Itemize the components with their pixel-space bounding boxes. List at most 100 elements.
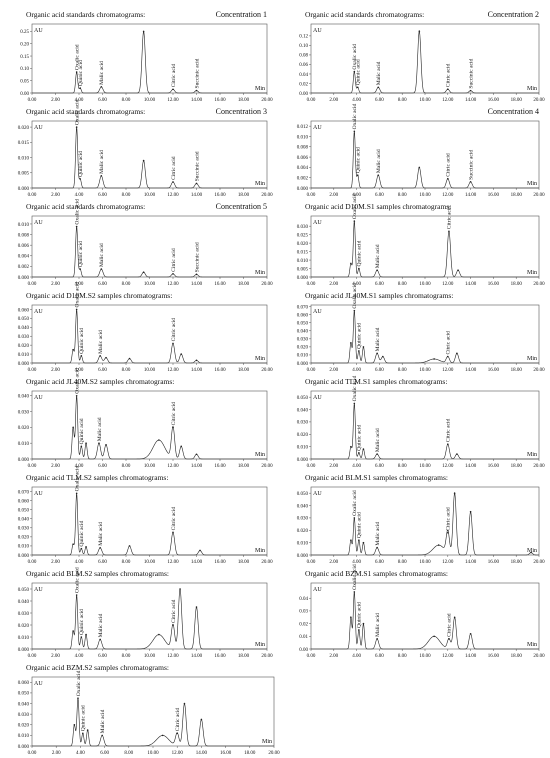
peak-label: Malic acid bbox=[99, 243, 105, 267]
x-tick-label: 6.00 bbox=[375, 193, 384, 198]
x-tick-label: 2.00 bbox=[329, 98, 338, 103]
peak-marker bbox=[172, 273, 174, 275]
x-axis-label: Min bbox=[255, 548, 265, 554]
y-tick-label: 0.015 bbox=[297, 250, 309, 255]
peak-marker bbox=[418, 166, 421, 169]
peak-marker bbox=[350, 262, 352, 265]
y-tick-label: 0.050 bbox=[297, 322, 309, 327]
y-tick-label: 0.020 bbox=[18, 344, 30, 349]
chart-title: Organic acid JL40M.S1 samples chromatogr… bbox=[305, 291, 453, 300]
x-axis-label: Min bbox=[527, 452, 537, 458]
x-axis-label: Min bbox=[527, 642, 537, 648]
x-tick-label: 12.00 bbox=[442, 464, 454, 469]
x-tick-label: 14.00 bbox=[191, 560, 203, 565]
x-tick-label: 16.00 bbox=[488, 464, 500, 469]
y-tick-label: 0.010 bbox=[297, 259, 309, 264]
peak-label: Citric acid bbox=[171, 64, 177, 88]
peak-label: Succinic acid bbox=[468, 58, 474, 88]
plot-frame bbox=[31, 486, 268, 556]
chart-title: Organic acid BLM.S1 samples chromatogram… bbox=[305, 473, 448, 482]
peak-marker bbox=[75, 492, 78, 495]
x-tick-label: 0.00 bbox=[307, 282, 316, 287]
x-tick-label: 12.00 bbox=[442, 560, 454, 565]
x-tick-label: 8.00 bbox=[398, 368, 407, 373]
y-tick-label: 0.012 bbox=[297, 125, 309, 130]
x-tick-label: 18.00 bbox=[238, 193, 250, 198]
y-tick-label: 0.030 bbox=[18, 410, 30, 415]
peak-marker bbox=[100, 86, 103, 88]
peak-marker bbox=[469, 632, 472, 635]
chromatogram-svg: Organic acid standards chromatograms: Con… bbox=[18, 199, 273, 287]
peak-label: Oxalic acid bbox=[74, 282, 80, 308]
chromatogram-panel-6: Organic acid D10M.S1 samples chromatogra… bbox=[287, 193, 545, 288]
peak-marker bbox=[358, 267, 360, 270]
chromatogram-svg: Organic acid D10M.S2 samples chromatogra… bbox=[18, 282, 273, 373]
peak-label: Malic acid bbox=[375, 428, 381, 452]
peak-marker bbox=[447, 355, 449, 358]
peak-label: Quinic acid bbox=[81, 705, 87, 731]
x-tick-label: 6.00 bbox=[98, 98, 107, 103]
x-tick-label: 0.00 bbox=[307, 98, 316, 103]
peak-marker bbox=[453, 616, 456, 619]
y-tick-label: 0.050 bbox=[297, 396, 309, 401]
x-tick-label: 0.00 bbox=[28, 560, 37, 565]
y-tick-label: 0.060 bbox=[18, 308, 30, 313]
chromatogram-trace bbox=[311, 131, 539, 189]
chart-title: Organic acid standards chromatograms: bbox=[26, 202, 145, 211]
x-tick-label: 4.00 bbox=[75, 193, 84, 198]
plot-frame bbox=[31, 120, 268, 189]
x-tick-label: 10.00 bbox=[144, 654, 156, 659]
x-tick-label: 8.00 bbox=[122, 654, 131, 659]
peak-label: Succinic acid bbox=[194, 151, 200, 181]
y-tick-label: 0.000 bbox=[18, 187, 30, 192]
y-tick-label: 0.060 bbox=[18, 499, 30, 504]
x-tick-label: 4.00 bbox=[75, 282, 84, 287]
x-tick-label: 6.00 bbox=[375, 560, 384, 565]
y-tick-label: 0.040 bbox=[18, 702, 30, 707]
x-tick-label: 20.00 bbox=[533, 464, 545, 469]
chart-subtitle: Concentration 2 bbox=[488, 10, 539, 19]
x-tick-label: 8.00 bbox=[122, 282, 131, 287]
peak-marker bbox=[172, 531, 174, 534]
peak-marker bbox=[447, 177, 449, 180]
peak-marker bbox=[456, 453, 458, 455]
peak-marker bbox=[362, 541, 365, 544]
y-tick-label: 0.005 bbox=[297, 267, 309, 272]
y-tick-label: 0.000 bbox=[18, 458, 30, 463]
x-tick-label: 18.00 bbox=[511, 98, 523, 103]
plot-frame bbox=[310, 390, 540, 460]
y-tick-label: 0.04 bbox=[299, 73, 308, 78]
peak-marker bbox=[353, 517, 356, 519]
x-tick-label: 6.00 bbox=[98, 282, 107, 287]
peak-label: Malic acid bbox=[97, 417, 103, 441]
y-tick-label: 0.01 bbox=[299, 635, 308, 640]
y-tick-label: 0.025 bbox=[297, 233, 309, 238]
x-tick-label: 14.00 bbox=[465, 193, 477, 198]
peak-marker bbox=[75, 225, 78, 228]
y-tick-label: 0.010 bbox=[18, 442, 30, 447]
peak-marker bbox=[358, 629, 360, 631]
peak-marker bbox=[158, 439, 160, 441]
peak-label: Oxalic acid bbox=[74, 99, 80, 125]
y-tick-label: 0.02 bbox=[299, 622, 308, 627]
x-tick-label: 0.00 bbox=[28, 751, 37, 756]
x-tick-label: 12.00 bbox=[442, 193, 454, 198]
x-tick-label: 12.00 bbox=[172, 751, 184, 756]
x-tick-label: 2.00 bbox=[51, 368, 60, 373]
x-tick-label: 16.00 bbox=[214, 654, 226, 659]
peak-marker bbox=[195, 606, 198, 608]
x-tick-label: 20.00 bbox=[261, 654, 273, 659]
y-tick-label: 0.030 bbox=[18, 527, 30, 532]
x-tick-label: 10.00 bbox=[419, 282, 431, 287]
x-tick-label: 8.00 bbox=[398, 464, 407, 469]
y-tick-label: 0.060 bbox=[18, 681, 30, 686]
plot-frame bbox=[31, 582, 268, 650]
chromatogram-trace bbox=[32, 309, 267, 364]
y-axis-label: AU bbox=[34, 309, 43, 315]
peak-label: Malic acid bbox=[100, 709, 106, 733]
x-tick-label: 10.00 bbox=[419, 98, 431, 103]
peak-marker bbox=[353, 70, 356, 73]
peak-marker bbox=[142, 159, 145, 162]
y-tick-label: 0.15 bbox=[20, 55, 29, 60]
peak-label: Quinic acid bbox=[78, 60, 84, 86]
